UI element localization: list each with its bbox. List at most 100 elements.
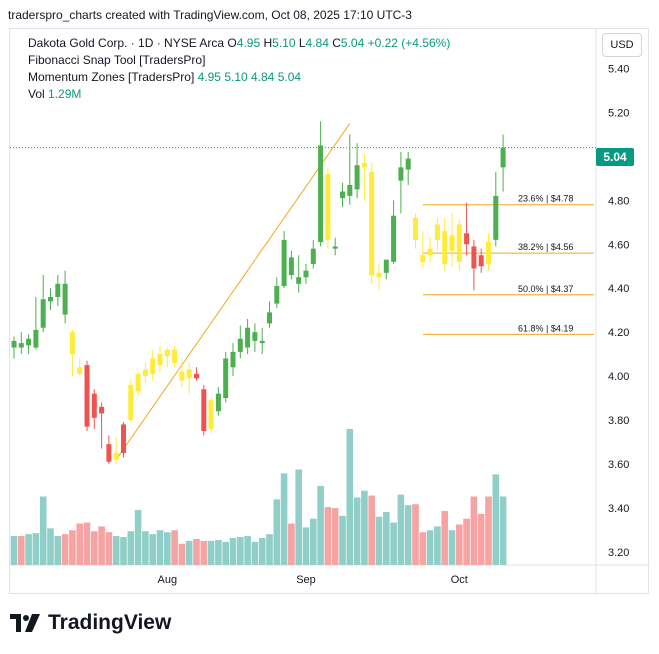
tradingview-logo-icon xyxy=(10,614,40,632)
candle-body xyxy=(91,393,97,418)
tradingview-brand-text: TradingView xyxy=(48,611,172,634)
volume-bar xyxy=(317,485,324,565)
volume-bar xyxy=(375,516,383,565)
time-axis-tick-label: Oct xyxy=(451,574,468,586)
volume-bar xyxy=(383,511,390,565)
candle-body xyxy=(420,255,426,262)
volume-bar xyxy=(237,537,244,565)
volume-bar xyxy=(10,536,18,565)
volume-bar xyxy=(193,538,200,565)
candle-body xyxy=(442,231,448,265)
volume-bar xyxy=(426,530,434,565)
volume-bar xyxy=(361,490,368,565)
volume-bar xyxy=(441,510,448,565)
volume-value: 1.29M xyxy=(48,87,82,101)
candle-body xyxy=(55,283,61,297)
volume-bar xyxy=(98,526,105,565)
candle-body xyxy=(69,332,75,355)
candle-body xyxy=(26,338,32,346)
candle-body xyxy=(332,246,338,249)
volume-bar xyxy=(207,540,215,565)
volume-bar xyxy=(368,495,375,565)
volume-bar xyxy=(244,536,251,565)
candle-body xyxy=(194,373,199,379)
candle-body xyxy=(347,184,353,196)
chart-caption: traderspro_charts created with TradingVi… xyxy=(8,8,412,22)
candle-body xyxy=(179,371,185,381)
chart-frame[interactable]: 23.6% | $4.78 38.2% | $4.56 50.0% | $4.37 6… xyxy=(9,28,650,595)
time-axis-tick-label: Aug xyxy=(158,574,178,586)
candle-body xyxy=(361,163,367,168)
candle-body xyxy=(208,400,214,429)
price-axis-tick-label: 4.60 xyxy=(608,239,629,251)
candle-body xyxy=(113,452,119,460)
fibonacci-level-label: 61.8% | $4.19 xyxy=(518,323,573,333)
volume-bar xyxy=(134,510,142,565)
volume-bar xyxy=(390,522,397,565)
volume-bar xyxy=(419,532,427,565)
volume-bar xyxy=(463,518,470,565)
high-label: H xyxy=(263,36,273,50)
volume-legend[interactable]: Vol 1.29M xyxy=(28,86,81,103)
fibonacci-level-label: 23.6% | $4.78 xyxy=(518,194,573,204)
candlestick-chart[interactable]: 23.6% | $4.78 38.2% | $4.56 50.0% | $4.37 6… xyxy=(10,29,650,595)
volume-bar xyxy=(112,536,120,565)
candle-body xyxy=(281,239,287,287)
candle-body xyxy=(456,224,462,262)
currency-button[interactable]: USD xyxy=(602,33,642,57)
volume-bar xyxy=(229,537,237,565)
time-axis-tick-label: Sep xyxy=(296,574,316,586)
volume-bar xyxy=(456,524,463,565)
candle-body xyxy=(186,369,192,379)
candle-body xyxy=(427,248,433,256)
candle-body xyxy=(84,365,90,427)
tradingview-logo[interactable]: TradingView xyxy=(10,611,171,635)
candle-body xyxy=(259,340,265,344)
symbol-legend: Dakota Gold Corp. · 1D · NYSE Arca O4.95… xyxy=(28,35,450,52)
volume-bar xyxy=(69,530,76,565)
indicator-fibonacci-legend[interactable]: Fibonacci Snap Tool [TradersPro] xyxy=(28,52,205,69)
volume-bar xyxy=(492,474,500,565)
candle-body xyxy=(128,384,134,421)
indicator-fibonacci-name: Fibonacci Snap Tool [TradersPro] xyxy=(28,53,206,67)
candle-body xyxy=(398,167,404,181)
volume-bar xyxy=(353,497,361,565)
volume-bar xyxy=(288,523,295,565)
candle-body xyxy=(40,299,46,328)
indicator-momentum-legend[interactable]: Momentum Zones [TradersPro] 4.95 5.10 4.… xyxy=(28,69,301,86)
open-value: 4.95 xyxy=(236,36,261,50)
volume-bar xyxy=(156,530,164,565)
last-price-tag: 5.04 xyxy=(596,148,634,166)
volume-bar xyxy=(222,541,229,565)
candle-body xyxy=(48,297,53,302)
volume-bar xyxy=(39,496,47,565)
volume-bar xyxy=(127,531,135,565)
volume-bar xyxy=(32,533,40,565)
candle-body xyxy=(106,444,112,462)
candle-body xyxy=(413,217,418,240)
candle-body xyxy=(135,373,141,392)
price-axis-tick-label: 5.40 xyxy=(608,64,629,76)
candle-body xyxy=(11,340,17,348)
candle-body xyxy=(449,235,455,251)
volume-bar xyxy=(185,540,193,565)
candle-body xyxy=(500,147,506,168)
candle-body xyxy=(274,286,280,304)
candle-body xyxy=(288,257,294,276)
candle-body xyxy=(310,248,316,265)
candle-body xyxy=(172,349,178,363)
volume-bar xyxy=(397,494,405,565)
volume-bar xyxy=(324,507,332,565)
volume-bar xyxy=(76,523,83,565)
volume-bar xyxy=(295,469,302,565)
volume-label: Vol xyxy=(28,87,45,101)
symbol-name: Dakota Gold Corp. · 1D · NYSE Arca xyxy=(28,36,225,50)
volume-bar xyxy=(215,539,222,565)
volume-bar xyxy=(83,522,91,565)
candle-body xyxy=(121,424,126,453)
candle-body xyxy=(77,367,83,374)
volume-bar xyxy=(346,429,354,565)
price-axis-tick-label: 3.40 xyxy=(608,503,629,515)
candle-body xyxy=(383,259,389,273)
indicator-momentum-name: Momentum Zones [TradersPro] xyxy=(28,70,195,84)
